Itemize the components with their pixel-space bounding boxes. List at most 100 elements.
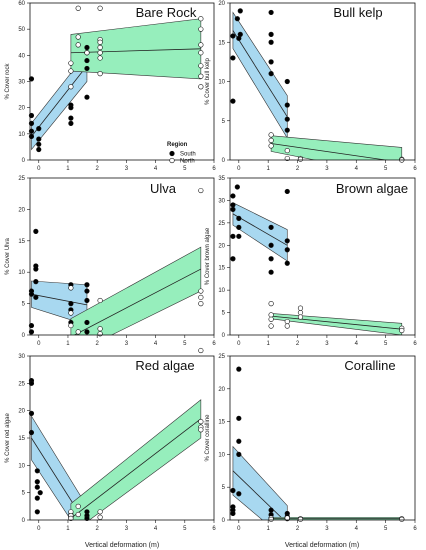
y-tick-label: 20	[218, 243, 225, 249]
data-point-north	[268, 301, 274, 307]
data-point-south	[236, 415, 242, 421]
y-tick-label: 0	[22, 158, 26, 164]
data-point-north	[97, 514, 103, 520]
x-tick-label: 1	[267, 341, 271, 347]
panel-title: Coralline	[344, 358, 395, 373]
fit-line-south	[232, 213, 288, 246]
y-tick-label: 25	[18, 381, 25, 387]
data-point-north	[97, 297, 103, 304]
y-tick-label: 10	[18, 463, 25, 469]
panel-bull-kelp: 0 5 10 15 20 0 1 2 3 4 5 6 % Cover bull kelp Bull kel…	[205, 1, 417, 172]
y-tick-label: 20	[218, 387, 225, 393]
data-point-south	[230, 510, 236, 517]
panel-bare-rock: 0 10 20 30 40 50 60 0 1 2 3 4 5 6 % Cover rock Bare Roc…	[5, 1, 216, 172]
data-point-north	[297, 156, 304, 162]
y-tick-label: 20	[18, 409, 25, 415]
legend-title: Region	[167, 142, 188, 148]
x-tick-label: 3	[125, 341, 129, 347]
data-point-south	[236, 366, 242, 372]
data-point-north	[284, 318, 290, 325]
x-axis-label-left: Vertical deformation (m)	[85, 542, 159, 549]
y-tick-label: 10	[218, 80, 225, 86]
x-tick-label: 5	[183, 526, 187, 532]
data-point-south	[268, 9, 274, 16]
data-point-south	[230, 55, 236, 61]
data-point-south	[230, 193, 236, 199]
fit-line-north	[271, 315, 402, 330]
plot-frame	[229, 355, 416, 521]
x-tick-label: 1	[66, 166, 70, 172]
y-tick-label: 20	[18, 106, 25, 112]
data-point-north	[97, 71, 103, 77]
y-tick-label: 10	[18, 132, 25, 138]
data-point-south	[84, 329, 90, 335]
data-point-north	[84, 50, 90, 56]
plot-frame	[29, 177, 215, 336]
data-point-south	[68, 105, 74, 111]
data-point-north	[268, 132, 274, 138]
confidence-band-south	[31, 415, 88, 520]
x-tick-label: 3	[325, 166, 329, 172]
y-tick-label: 0	[22, 333, 26, 339]
panel-title: Red algae	[135, 358, 194, 373]
y-axis-label: % Cover rock	[5, 62, 11, 99]
x-tick-label: 0	[237, 166, 241, 172]
data-point-south	[234, 184, 240, 190]
y-tick-label: 5	[222, 119, 226, 125]
data-point-south	[268, 256, 274, 262]
x-tick-label: 0	[37, 526, 41, 532]
data-point-north	[198, 187, 204, 194]
data-point-south	[237, 8, 243, 14]
y-tick-label: 40	[18, 53, 25, 59]
y-axis-label: % Cover coralline	[205, 414, 211, 462]
data-point-north	[297, 309, 304, 316]
fit-line-north	[271, 143, 389, 160]
data-point-south	[284, 188, 290, 195]
data-point-north	[68, 310, 74, 316]
data-point-south	[33, 294, 39, 300]
data-point-south	[84, 57, 90, 64]
data-point-south	[34, 479, 40, 485]
panel-title: Ulva	[150, 181, 177, 196]
data-point-south	[230, 487, 236, 494]
legend-label-north: North	[180, 159, 195, 165]
data-point-north	[198, 427, 204, 433]
confidence-band-north	[70, 18, 202, 80]
data-point-south	[84, 297, 90, 304]
y-tick-label: 0	[22, 518, 26, 524]
confidence-band-south	[232, 445, 288, 520]
data-point-south	[84, 319, 90, 326]
y-tick-label: 10	[18, 270, 25, 276]
data-point-north	[97, 509, 103, 515]
data-point-north	[198, 26, 204, 32]
x-tick-label: 0	[237, 526, 241, 532]
y-axis-label: % Cover brown algae	[205, 227, 211, 285]
y-tick-label: 15	[218, 40, 225, 46]
data-point-north	[268, 312, 274, 318]
x-tick-label: 6	[413, 341, 417, 347]
data-point-south	[33, 228, 39, 234]
panel-title: Bare Rock	[136, 5, 197, 20]
x-tick-label: 5	[183, 166, 187, 172]
data-point-south	[36, 141, 42, 147]
y-tick-label: 25	[218, 221, 225, 227]
y-tick-label: 5	[22, 491, 26, 497]
data-point-south	[284, 238, 290, 244]
data-point-north	[297, 305, 304, 311]
x-tick-label: 1	[267, 526, 271, 532]
data-point-north	[97, 39, 103, 45]
data-point-north	[198, 50, 204, 56]
data-point-north	[97, 50, 103, 56]
y-axis-label: % Cover Ulva	[5, 238, 11, 275]
x-tick-label: 0	[237, 341, 241, 347]
data-point-south	[268, 242, 274, 248]
x-tick-label: 6	[212, 166, 216, 172]
y-axis-label: % Cover red algae	[5, 412, 11, 462]
x-tick-label: 4	[355, 166, 359, 172]
data-point-south	[34, 468, 40, 474]
data-point-south	[84, 94, 90, 100]
data-point-south	[284, 78, 290, 85]
y-tick-label: 0	[222, 158, 226, 164]
x-tick-label: 3	[125, 166, 129, 172]
data-point-south	[37, 490, 43, 496]
